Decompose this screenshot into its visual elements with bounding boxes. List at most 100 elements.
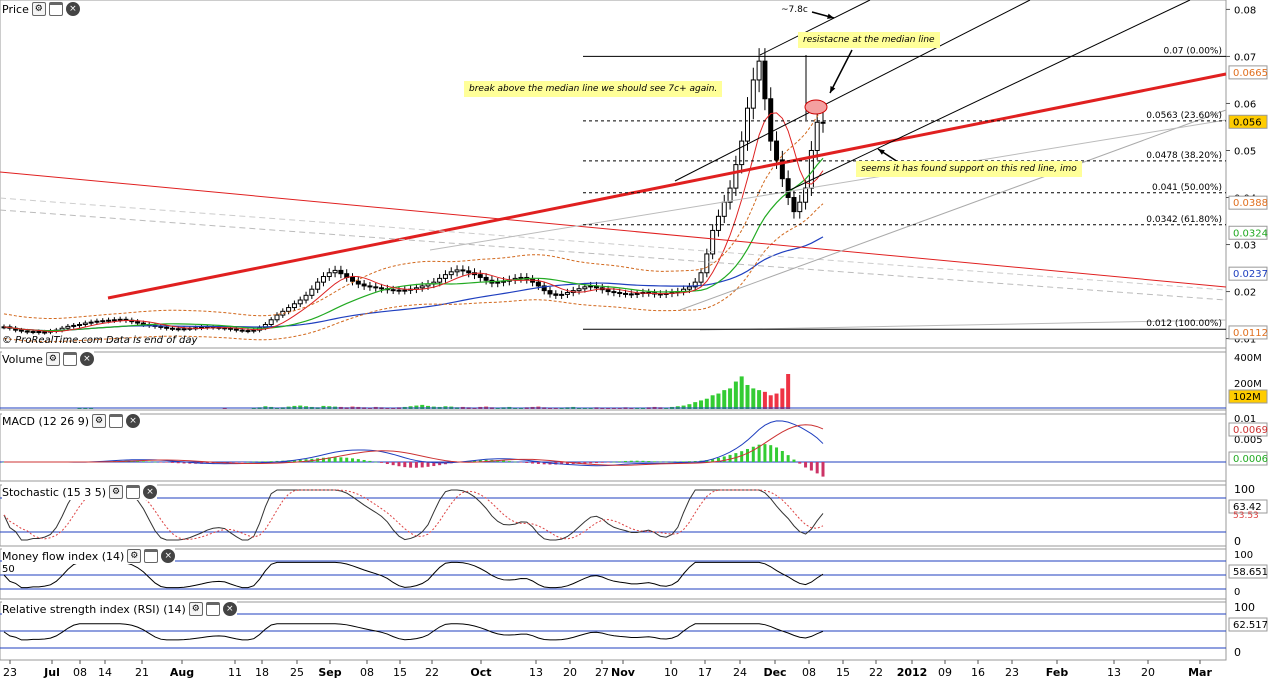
- rsi-badge-text: 62.517: [1233, 620, 1268, 631]
- x-tick-label: Dec: [763, 666, 786, 679]
- window-icon[interactable]: [62, 352, 77, 366]
- x-tick-label: 23: [3, 666, 17, 679]
- volume-bar: [222, 408, 227, 409]
- macd-histogram-bar: [362, 459, 366, 462]
- x-tick-label: 13: [1107, 666, 1121, 679]
- candle-body: [559, 293, 565, 296]
- x-tick-label: 25: [290, 666, 304, 679]
- candle-body: [251, 329, 257, 332]
- rsi-line: [3, 623, 824, 641]
- annotation-breakout: break above the median line we should se…: [464, 81, 723, 97]
- panel-frame: [0, 413, 1227, 482]
- volume-bar: [728, 388, 733, 409]
- macd-histogram-bar: [815, 462, 819, 474]
- macd-histogram-bar: [182, 462, 186, 464]
- macd-histogram-bar: [240, 462, 244, 463]
- volume-bar: [739, 376, 744, 409]
- macd-histogram-bar: [292, 460, 296, 462]
- candle-body: [303, 294, 309, 301]
- candle-body: [164, 326, 170, 329]
- macd-histogram-bar: [542, 462, 546, 465]
- macd-histogram-bar: [519, 462, 523, 463]
- fib-level-label: 0.041 (50.00%): [1152, 183, 1222, 193]
- macd-line: [4, 420, 824, 467]
- candle-body: [454, 269, 460, 273]
- grey-fork-line: [429, 119, 1227, 251]
- close-icon[interactable]: ×: [161, 549, 176, 563]
- candle-body: [785, 178, 791, 199]
- rsi-y-tick-label: 100: [1234, 601, 1255, 614]
- candle-body: [30, 331, 36, 334]
- wrench-icon[interactable]: ⚙: [31, 2, 46, 16]
- candle-body: [628, 293, 634, 296]
- macd-y-tick-label: 0.005: [1234, 435, 1263, 446]
- stochastic-panel-title: Stochastic (15 3 5) ⚙ ×: [2, 484, 158, 500]
- x-tick-label: 15: [393, 666, 407, 679]
- x-tick-label: 11: [228, 666, 242, 679]
- macd-histogram-bar: [438, 462, 442, 466]
- volume-bar: [77, 408, 82, 409]
- candle-body: [495, 281, 501, 284]
- macd-histogram-bar: [624, 460, 628, 462]
- wrench-icon[interactable]: ⚙: [127, 549, 142, 563]
- candle-body: [756, 60, 762, 81]
- x-tick-label: 22: [869, 666, 883, 679]
- panel-frame: [0, 484, 1227, 547]
- macd-histogram-bar: [728, 454, 732, 462]
- macd-badge-text: 0.0069: [1233, 425, 1268, 436]
- mfi-y-tick-label: 0: [1234, 587, 1240, 598]
- candle-body: [106, 319, 112, 322]
- close-icon[interactable]: ×: [65, 2, 80, 16]
- macd-histogram-bar: [432, 462, 436, 467]
- candle-body: [820, 121, 826, 124]
- annotation-resistance: resistacne at the median line: [798, 32, 940, 48]
- candle-body: [617, 292, 623, 295]
- candle-body: [228, 327, 234, 330]
- close-icon[interactable]: ×: [126, 414, 141, 428]
- macd-histogram-bar: [629, 460, 633, 462]
- fib-level-label: 0.0563 (23.60%): [1146, 111, 1222, 121]
- macd-histogram-bar: [484, 459, 488, 462]
- wrench-icon[interactable]: ⚙: [188, 602, 203, 616]
- volume-bar: [681, 405, 686, 409]
- window-icon[interactable]: [48, 2, 63, 16]
- wrench-icon[interactable]: ⚙: [45, 352, 60, 366]
- close-icon[interactable]: ×: [222, 602, 237, 616]
- target-arrow-head: [827, 13, 834, 19]
- x-tick-label: Jul: [43, 666, 60, 679]
- macd-histogram-bar: [536, 462, 540, 464]
- window-icon[interactable]: [205, 602, 220, 616]
- macd-histogram-bar: [618, 461, 622, 462]
- annotation-support: seems it has found support on this red l…: [856, 161, 1082, 177]
- candle-body: [704, 253, 710, 274]
- ma-mid-line: [3, 157, 824, 332]
- pitchfork-top-line: [759, 0, 871, 56]
- macd-histogram-bar: [397, 462, 401, 467]
- volume-y-tick-label: 400M: [1234, 353, 1262, 364]
- window-icon[interactable]: [109, 414, 124, 428]
- candle-body: [768, 98, 774, 142]
- candle-body: [320, 276, 326, 283]
- window-icon[interactable]: [144, 549, 159, 563]
- volume-bar: [414, 405, 419, 409]
- window-icon[interactable]: [126, 485, 141, 499]
- stochastic-badge-text: 53.53: [1233, 511, 1259, 521]
- rsi-title-text: Relative strength index (RSI) (14): [2, 602, 186, 616]
- price-value-badge: [1228, 325, 1268, 340]
- macd-histogram-bar: [804, 462, 808, 468]
- candle-body: [135, 321, 141, 324]
- wrench-icon[interactable]: ⚙: [92, 414, 107, 428]
- volume-bar: [774, 393, 779, 409]
- volume-bar: [745, 384, 750, 409]
- x-tick-label: Mar: [1188, 666, 1212, 679]
- wrench-icon[interactable]: ⚙: [109, 485, 124, 499]
- macd-histogram-bar: [531, 462, 535, 464]
- candle-body: [158, 325, 164, 328]
- stochastic-d-line: [3, 489, 824, 540]
- macd-histogram-bar: [380, 462, 384, 463]
- macd-histogram-bar: [600, 462, 604, 463]
- red-support-line: [107, 72, 1227, 300]
- close-icon[interactable]: ×: [79, 352, 94, 366]
- close-icon[interactable]: ×: [143, 485, 158, 499]
- macd-histogram-bar: [775, 447, 779, 462]
